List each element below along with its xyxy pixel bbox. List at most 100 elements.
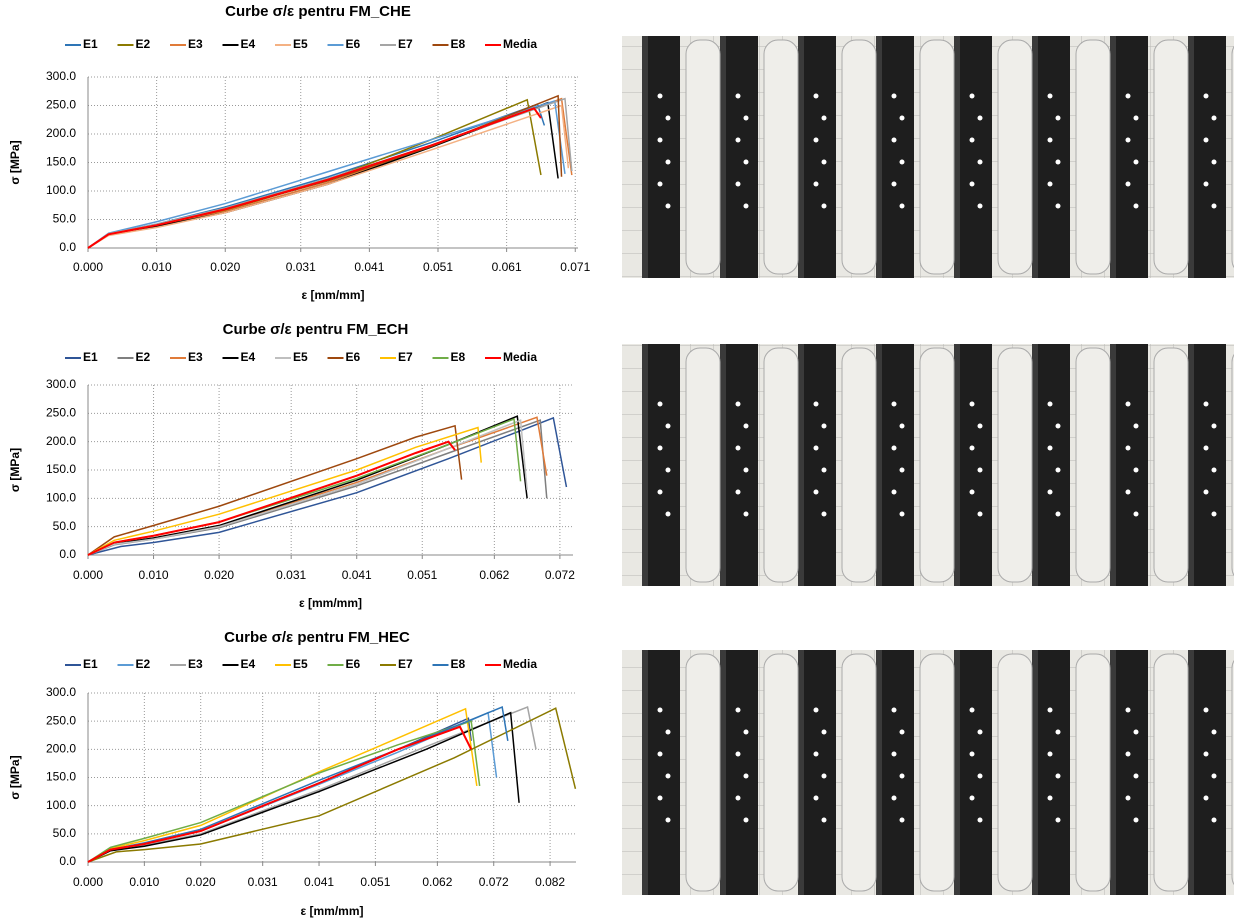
- marker-dot: [735, 795, 741, 801]
- marker-dot: [813, 751, 819, 757]
- marker-dot: [891, 795, 897, 801]
- specimen-gap: [685, 39, 721, 275]
- specimen-gap: [1075, 653, 1111, 892]
- series-line: [87, 707, 478, 863]
- marker-dot: [665, 423, 671, 429]
- marker-dot: [657, 401, 663, 407]
- marker-dot: [891, 401, 897, 407]
- marker-dot: [1047, 93, 1053, 99]
- legend-label: E8: [451, 350, 466, 364]
- marker-dot: [657, 93, 663, 99]
- specimen-edge: [954, 344, 960, 586]
- x-tick-label: 0.061: [492, 260, 522, 274]
- marker-dot: [1125, 751, 1131, 757]
- marker-dot: [977, 773, 983, 779]
- series-line: [87, 424, 463, 556]
- marker-dot: [1125, 93, 1131, 99]
- marker-dot: [1203, 489, 1209, 495]
- specimen-strip: [882, 344, 914, 586]
- specimen-strip: [804, 36, 836, 278]
- marker-dot: [1211, 423, 1217, 429]
- x-tick-label: 0.000: [73, 260, 103, 274]
- marker-dot: [743, 511, 749, 517]
- marker-dot: [1047, 137, 1053, 143]
- x-tick-label: 0.072: [545, 568, 575, 582]
- marker-dot: [1055, 423, 1061, 429]
- x-tick-label: 0.051: [423, 260, 453, 274]
- legend-label: E4: [241, 37, 256, 51]
- legend-label: E6: [346, 37, 361, 51]
- marker-dot: [899, 115, 905, 121]
- x-tick-label: 0.051: [360, 875, 390, 889]
- y-tick-label: 300.0: [46, 69, 76, 83]
- marker-dot: [1125, 181, 1131, 187]
- marker-dot: [1047, 445, 1053, 451]
- marker-dot: [899, 773, 905, 779]
- marker-dot: [1055, 817, 1061, 823]
- marker-dot: [1203, 93, 1209, 99]
- specimen-strip: [648, 344, 680, 586]
- y-tick-label: 0.0: [59, 854, 76, 868]
- marker-dot: [665, 203, 671, 209]
- marker-dot: [821, 115, 827, 121]
- specimen-strip: [726, 344, 758, 586]
- x-tick-label: 0.041: [304, 875, 334, 889]
- marker-dot: [743, 115, 749, 121]
- marker-dot: [657, 489, 663, 495]
- marker-dot: [813, 181, 819, 187]
- specimen-strip: [726, 36, 758, 278]
- marker-dot: [735, 751, 741, 757]
- marker-dot: [899, 511, 905, 517]
- x-tick-label: 0.031: [286, 260, 316, 274]
- marker-dot: [743, 817, 749, 823]
- marker-dot: [821, 817, 827, 823]
- y-tick-label: 300.0: [46, 377, 76, 391]
- specimen-strip: [1116, 650, 1148, 895]
- y-tick-label: 200.0: [46, 742, 76, 756]
- x-axis-title: ε [mm/mm]: [301, 288, 364, 302]
- marker-dot: [735, 137, 741, 143]
- chart-title: Curbe σ/ε pentru FM_ECH: [223, 321, 409, 338]
- specimen-gap: [841, 653, 877, 892]
- specimen-strip: [1194, 36, 1226, 278]
- y-tick-label: 50.0: [53, 212, 77, 226]
- marker-dot: [1133, 423, 1139, 429]
- marker-dot: [665, 511, 671, 517]
- x-tick-label: 0.041: [342, 568, 372, 582]
- specimen-strip: [1038, 344, 1070, 586]
- legend-label: E2: [136, 37, 151, 51]
- y-tick-label: 150.0: [46, 770, 76, 784]
- legend-label: E6: [346, 350, 361, 364]
- marker-dot: [657, 707, 663, 713]
- marker-dot: [977, 203, 983, 209]
- legend-label: E1: [83, 657, 98, 671]
- x-tick-label: 0.062: [479, 568, 509, 582]
- marker-dot: [977, 817, 983, 823]
- legend-label: E7: [398, 350, 413, 364]
- legend-label: E8: [451, 657, 466, 671]
- specimen-edge: [798, 650, 804, 895]
- marker-dot: [899, 203, 905, 209]
- specimen-gap: [997, 653, 1033, 892]
- marker-dot: [969, 137, 975, 143]
- y-axis-title: σ [MPa]: [8, 140, 22, 184]
- marker-dot: [1125, 137, 1131, 143]
- marker-dot: [1133, 511, 1139, 517]
- specimen-edge: [1110, 344, 1116, 586]
- marker-dot: [1203, 445, 1209, 451]
- marker-dot: [821, 511, 827, 517]
- marker-dot: [1125, 489, 1131, 495]
- legend-label: E4: [241, 657, 256, 671]
- marker-dot: [735, 401, 741, 407]
- marker-dot: [1125, 795, 1131, 801]
- marker-dot: [1055, 159, 1061, 165]
- specimen-gap: [763, 347, 799, 583]
- specimen-edge: [720, 344, 726, 586]
- series-line: [87, 419, 528, 556]
- legend-label: E3: [188, 657, 203, 671]
- legend-label: E6: [346, 657, 361, 671]
- marker-dot: [977, 115, 983, 121]
- x-tick-label: 0.051: [407, 568, 437, 582]
- marker-dot: [821, 773, 827, 779]
